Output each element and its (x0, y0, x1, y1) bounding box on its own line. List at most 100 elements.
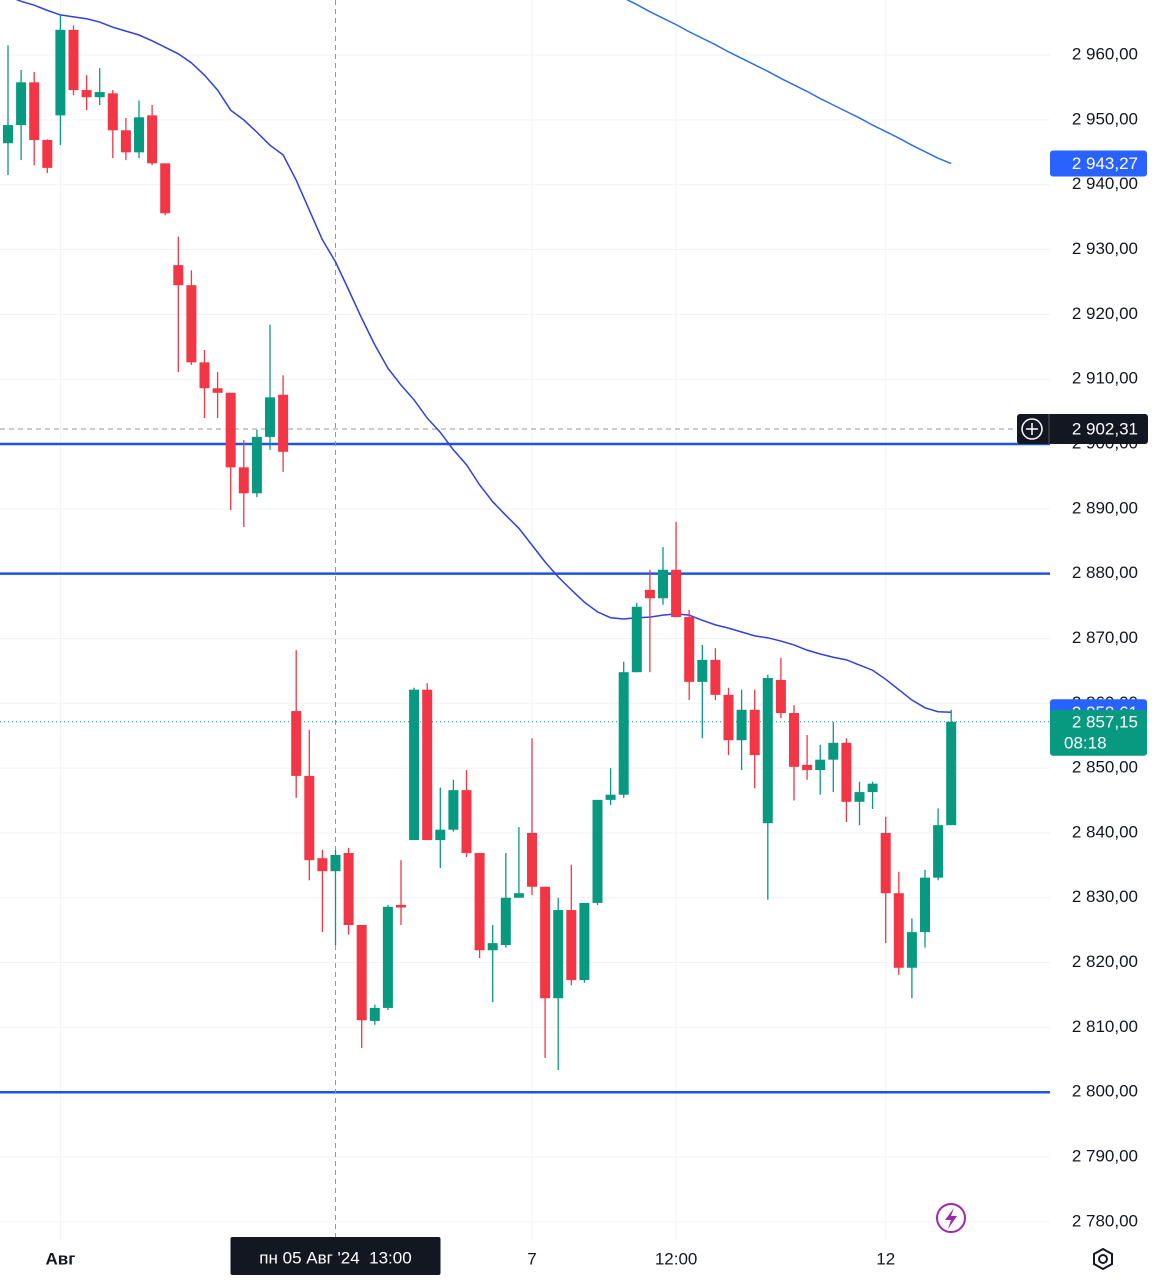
candle-body (854, 792, 865, 802)
candle-body (946, 721, 957, 826)
candle-body (448, 790, 459, 830)
candle-body (3, 125, 13, 144)
candle-body (422, 689, 433, 841)
candle-body (435, 829, 446, 841)
y-tick-label: 2 940,00 (1072, 174, 1138, 193)
candle-body (631, 606, 642, 673)
candle-body (94, 92, 105, 98)
candle-body (920, 877, 930, 933)
candle-body (841, 742, 852, 802)
candle-body (513, 893, 524, 898)
candle-body (134, 117, 144, 153)
candle-body (160, 163, 171, 214)
candle-body (671, 569, 682, 618)
candle-body (644, 589, 655, 599)
price-axis: 2 960,00 2 950,00 2 940,00 2 930,00 2 920,00… (45, 45, 1148, 1275)
candle-body (304, 775, 315, 861)
last-price-box (1050, 709, 1147, 756)
candle-body (278, 394, 289, 452)
candle-body (317, 858, 328, 872)
candle-body (396, 904, 406, 908)
y-tick-label: 2 820,00 (1072, 952, 1138, 971)
y-tick-label: 2 810,00 (1072, 1017, 1138, 1036)
candle-body (474, 853, 485, 951)
candle-body (42, 140, 53, 168)
candle-body (789, 713, 799, 767)
candle-body (762, 678, 773, 824)
candle-body (107, 93, 118, 131)
candle-body (251, 436, 262, 494)
countdown-label: 08:18 (1064, 733, 1107, 752)
candle-body (749, 709, 760, 756)
candle-body (173, 265, 184, 286)
candle-body (147, 115, 158, 164)
crosshair-time-box (230, 1237, 441, 1275)
candle-body (815, 759, 826, 771)
lightning-icon[interactable] (936, 1203, 966, 1233)
grid (0, 0, 1050, 1240)
price-label: 2 943,27 (1072, 154, 1138, 173)
y-tick-label: 2 920,00 (1072, 304, 1138, 323)
candle-body (199, 362, 210, 389)
candle-body (212, 388, 223, 393)
candle-body (566, 910, 577, 981)
candle-body (775, 679, 786, 714)
x-tick-label: 7 (527, 1249, 536, 1268)
candle-body (710, 659, 721, 695)
candle-body (802, 764, 813, 771)
candle-body (55, 29, 66, 116)
candle-body (369, 1007, 380, 1021)
candle-body (81, 90, 92, 98)
candle-body (906, 932, 917, 968)
candle-body (880, 832, 891, 894)
candle-body (225, 392, 236, 468)
candle-body (330, 854, 341, 872)
candle-body (382, 906, 393, 1008)
y-tick-label: 2 950,00 (1072, 109, 1138, 128)
plot-area (0, 0, 1050, 1240)
candle-body (461, 790, 472, 854)
candle-body (186, 285, 197, 363)
candle-body (828, 742, 839, 760)
candle-body (527, 832, 537, 887)
y-tick-label: 2 960,00 (1072, 45, 1138, 64)
candle-body (68, 29, 79, 91)
x-tick-label: Авг (45, 1249, 75, 1268)
price-label-box (1050, 150, 1147, 177)
candle-body (291, 711, 302, 776)
crosshair-plus-icon (1026, 423, 1038, 436)
y-tick-label: 2 790,00 (1072, 1147, 1138, 1166)
candle-body (723, 694, 734, 741)
candle-body (684, 617, 695, 682)
crosshair-plus-icon (1021, 418, 1043, 440)
candle-body (265, 397, 275, 437)
y-tick-label: 2 850,00 (1072, 758, 1138, 777)
candle-body (867, 783, 878, 793)
y-tick-label: 2 880,00 (1072, 563, 1138, 582)
candle-body (579, 902, 590, 981)
y-tick-label: 2 870,00 (1072, 628, 1138, 647)
candle-body (409, 689, 420, 841)
candle-body (540, 886, 551, 999)
candle-body (238, 467, 249, 494)
candle-body (487, 943, 498, 951)
y-tick-label: 2 840,00 (1072, 822, 1138, 841)
candle-body (697, 659, 708, 682)
candle-body (356, 924, 367, 1021)
settings-icon[interactable] (1093, 1247, 1113, 1271)
candle-body (933, 825, 944, 878)
last-price-label: 2 857,15 (1072, 712, 1138, 731)
candle-body (618, 672, 629, 795)
candle-body (29, 82, 40, 141)
candle-body (553, 910, 564, 999)
candle-body (343, 853, 354, 925)
y-tick-label: 2 780,00 (1072, 1211, 1138, 1230)
crosshair-price-label: 2 902,31 (1072, 420, 1138, 439)
moving-average (625, 0, 952, 165)
candle-body (658, 569, 668, 599)
candle-body (893, 893, 904, 968)
crosshair-price-box (1017, 414, 1148, 445)
y-tick-label: 2 800,00 (1072, 1082, 1138, 1101)
y-tick-label: 2 910,00 (1072, 369, 1138, 388)
